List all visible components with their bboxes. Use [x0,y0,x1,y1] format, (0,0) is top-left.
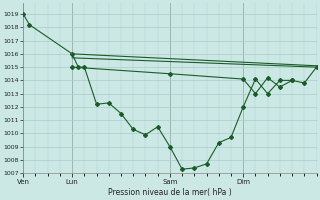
X-axis label: Pression niveau de la mer( hPa ): Pression niveau de la mer( hPa ) [108,188,232,197]
